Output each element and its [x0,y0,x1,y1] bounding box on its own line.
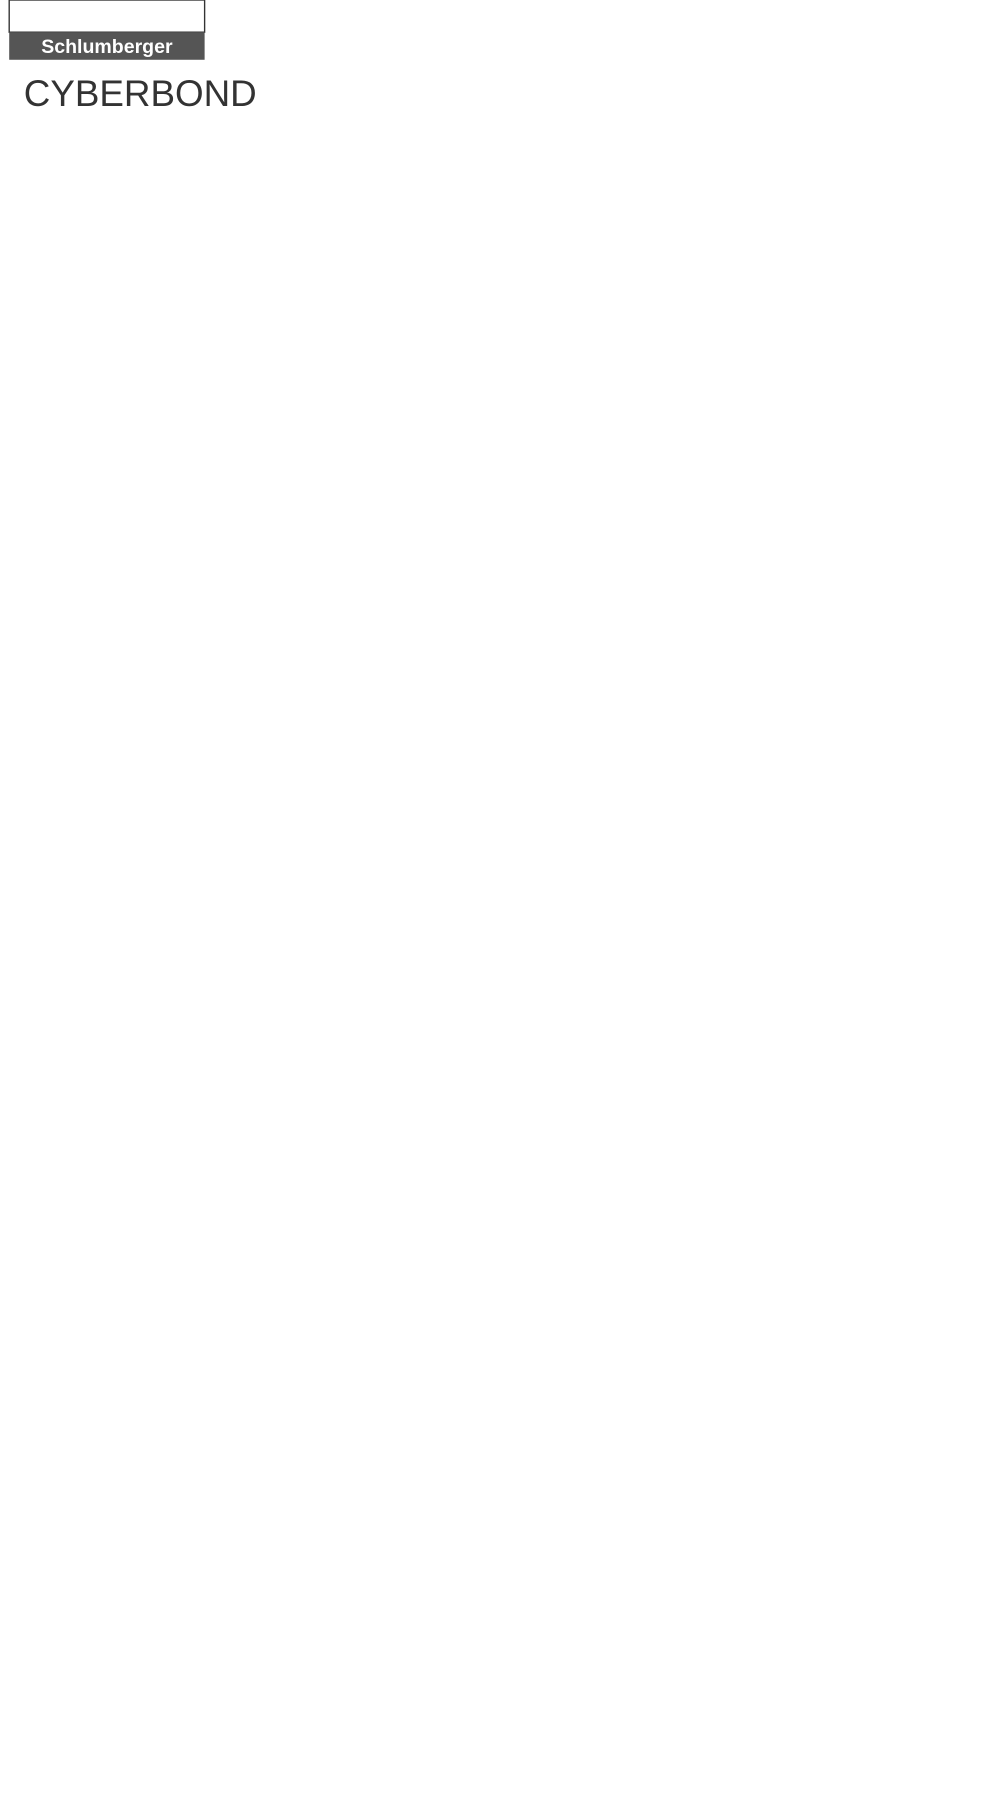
brand: Schlumberger [41,36,173,58]
logo-bar [9,32,205,60]
product-name: CYBERBOND [24,73,257,114]
logo: Schlumberger CYBERBOND [0,0,282,125]
logo-box [8,0,206,33]
log-body: Schlumberger CYBERBOND [0,0,282,125]
